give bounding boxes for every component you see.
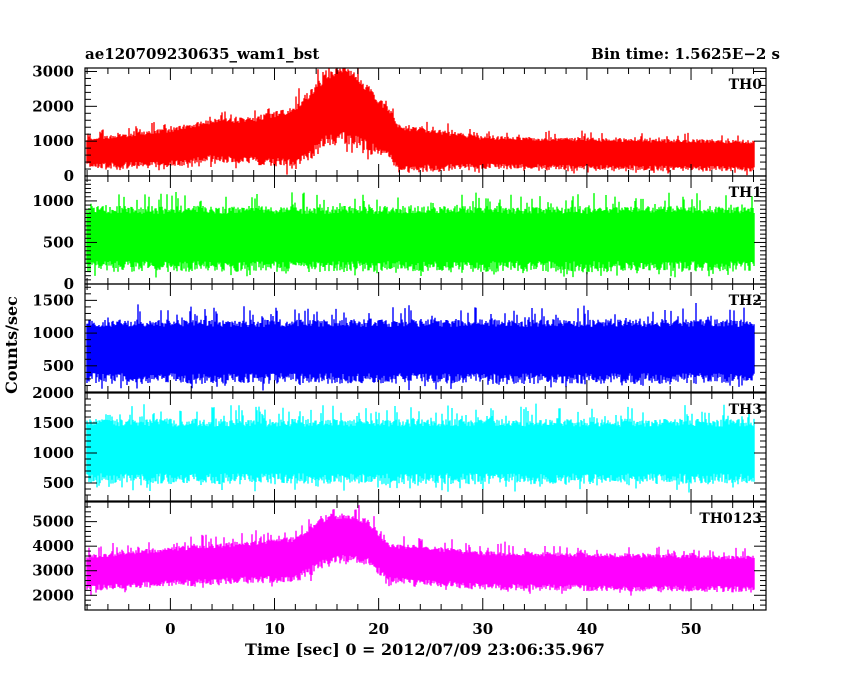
y-tick-label: 5000 (32, 513, 74, 531)
y-tick-label: 2000 (32, 384, 74, 402)
y-tick-label: 1000 (32, 132, 74, 150)
y-tick-label: 0 (64, 275, 74, 293)
y-tick-label: 0 (64, 167, 74, 185)
y-tick-label: 2000 (32, 97, 74, 115)
y-tick-label: 500 (43, 233, 74, 251)
y-tick-label: 1500 (32, 291, 74, 309)
panel-frame (84, 283, 767, 393)
x-tick-label: 0 (165, 620, 175, 638)
y-tick-label: 500 (43, 474, 74, 492)
panel-th2: 500 1000 1500 TH2 (32, 283, 767, 393)
y-tick-label: 1000 (32, 192, 74, 210)
x-tick-label: 50 (681, 620, 702, 638)
y-tick-label: 4000 (32, 537, 74, 555)
panel-th0: 0 1000 2000 3000 TH0 (32, 62, 767, 185)
panel-label-th1: TH1 (729, 185, 762, 201)
panel-label-th0123: TH0123 (699, 511, 762, 527)
x-tick-label: 10 (264, 620, 285, 638)
y-tick-label: 3000 (32, 562, 74, 580)
y-tick-label: 1000 (32, 324, 74, 342)
series-line-th0 (86, 68, 755, 176)
x-tick-label: 40 (576, 620, 597, 638)
series-line-th1 (86, 192, 755, 278)
chart-title-left: ae120709230635_wam1_bst (85, 45, 319, 63)
x-tick-label: 20 (368, 620, 389, 638)
x-axis-label: Time [sec] 0 = 2012/07/09 23:06:35.967 (245, 640, 605, 659)
panel-th3: 500 1000 1500 2000 TH3 (32, 384, 767, 502)
series-line-th3 (86, 403, 755, 493)
y-tick-label: 500 (43, 357, 74, 375)
panel-label-th0: TH0 (729, 77, 763, 93)
y-tick-label: 2000 (32, 586, 74, 604)
series-line-th2 (86, 303, 755, 391)
panel-label-th2: TH2 (729, 293, 762, 309)
y-tick-label: 3000 (32, 62, 74, 80)
y-tick-label: 1000 (32, 444, 74, 462)
chart-title-right: Bin time: 1.5625E−2 s (591, 45, 780, 63)
y-axis-label: Counts/sec (2, 296, 21, 394)
panel-th0123: 2000 3000 4000 5000 TH0123 0 10 20 30 40 50 (32, 501, 767, 638)
panel-label-th3: TH3 (729, 402, 762, 418)
x-tick-label: 30 (472, 620, 493, 638)
y-tick-label: 1500 (32, 414, 74, 432)
panel-th1: 0 500 1000 TH1 (32, 175, 767, 293)
series-line-th0123 (86, 505, 755, 596)
